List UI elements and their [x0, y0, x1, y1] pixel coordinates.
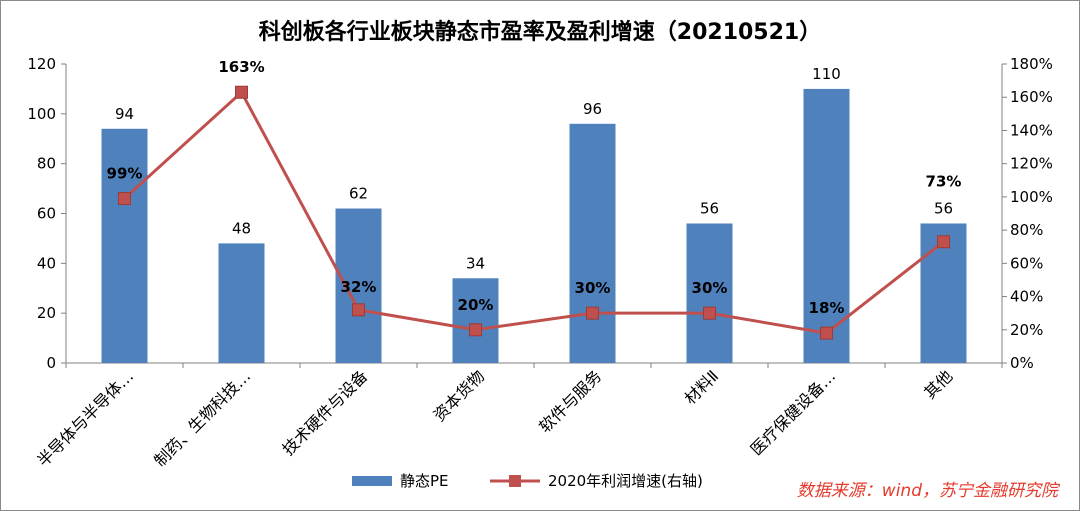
bar-value-label: 96 — [583, 100, 602, 118]
y-right-tick-label: 100% — [1010, 188, 1053, 206]
bar-value-label: 62 — [349, 185, 368, 203]
line-value-label: 163% — [218, 58, 264, 76]
line-value-label: 32% — [341, 278, 377, 296]
bar-value-label: 56 — [934, 199, 953, 217]
x-tick-label: 软件与服务 — [535, 366, 605, 436]
line-value-label: 30% — [575, 279, 611, 297]
line-value-label: 99% — [107, 165, 143, 183]
y-right-tick-label: 0% — [1010, 354, 1034, 372]
legend: 静态PE 2020年利润增速(右轴) — [352, 472, 703, 490]
line-marker — [469, 323, 482, 337]
bar — [218, 243, 265, 363]
bar — [686, 223, 733, 363]
bar-value-label: 56 — [700, 199, 719, 217]
source-note: 数据来源：wind，苏宁金融研究院 — [796, 481, 1058, 501]
y-left-tick-label: 120 — [27, 55, 56, 73]
line-series: 99% 163% 32% 20% 30% 30% 18% 73% — [107, 58, 962, 340]
y-right-tick-label: 160% — [1010, 88, 1053, 106]
y-left-tick-label: 40 — [37, 254, 56, 272]
y-right-tick-label: 40% — [1010, 288, 1043, 306]
bar — [101, 128, 148, 363]
bar-series: 94 48 62 34 96 56 110 56 — [101, 65, 967, 364]
bar — [569, 123, 616, 363]
legend-bar-label: 静态PE — [400, 472, 449, 490]
y-left-tick-label: 0 — [46, 354, 56, 372]
bar — [335, 208, 382, 363]
y-left-tick-label: 80 — [37, 155, 56, 173]
y-right-tick-label: 20% — [1010, 321, 1043, 339]
chart-title: 科创板各行业板块静态市盈率及盈利增速（20210521） — [258, 20, 822, 45]
line-value-label: 73% — [926, 173, 962, 191]
bar-value-label: 94 — [115, 105, 134, 123]
y-left-tick-label: 20 — [37, 304, 56, 322]
y-left-tick-label: 60 — [37, 205, 56, 223]
y-right-tick-label: 140% — [1010, 121, 1053, 139]
y-left-tick-label: 100 — [27, 105, 56, 123]
x-tick-label: 材料Ⅱ — [681, 366, 723, 408]
line-marker — [820, 326, 833, 340]
line-marker — [703, 306, 716, 320]
x-tick-label: 其他 — [920, 366, 956, 402]
axes: 0 20 40 60 80 100 120 0% 20% 40% 60% 80% 100% 120% 140… — [27, 55, 1053, 470]
bar — [452, 278, 499, 363]
x-tick-label: 资本货物 — [430, 366, 489, 425]
legend-line-label: 2020年利润增速(右轴) — [548, 472, 703, 490]
line-value-label: 30% — [692, 279, 728, 297]
x-tick-label: 制药、生物科技… — [150, 366, 254, 470]
legend-bar-swatch — [352, 476, 392, 486]
bar-value-label: 110 — [812, 65, 841, 83]
line-marker — [937, 235, 950, 249]
y-right-tick-label: 120% — [1010, 155, 1053, 173]
bar-value-label: 34 — [466, 254, 485, 272]
y-right-tick-label: 60% — [1010, 254, 1043, 272]
bar — [803, 88, 850, 364]
bar-value-label: 48 — [232, 219, 251, 237]
line-marker — [118, 192, 131, 206]
line-marker — [352, 303, 365, 317]
line-value-label: 18% — [809, 299, 845, 317]
growth-line — [123, 89, 945, 335]
legend-line-marker — [509, 475, 521, 487]
x-tick-label: 医疗保健设备… — [747, 366, 840, 459]
line-marker — [235, 85, 248, 99]
x-tick-label: 技术硬件与设备 — [279, 366, 372, 459]
line-value-label: 20% — [458, 296, 494, 314]
y-right-tick-label: 180% — [1010, 55, 1053, 73]
line-marker — [586, 306, 599, 320]
y-right-tick-label: 80% — [1010, 221, 1043, 239]
x-tick-label: 半导体与半导体… — [33, 366, 137, 470]
